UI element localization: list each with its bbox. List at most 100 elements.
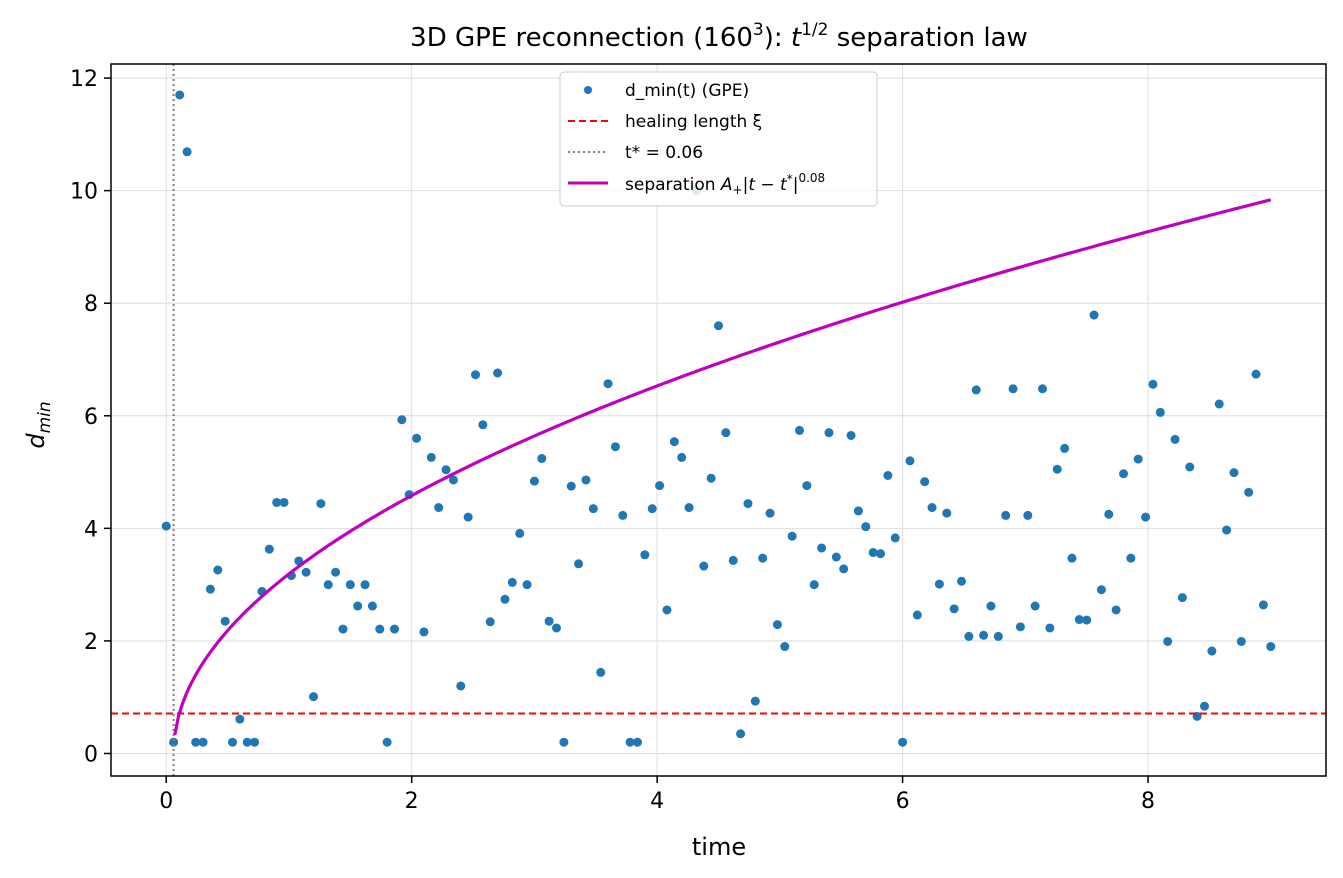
data-point bbox=[772, 620, 782, 630]
data-point bbox=[861, 522, 871, 532]
data-point bbox=[500, 594, 510, 604]
y-tick-label: 6 bbox=[84, 405, 98, 430]
data-point bbox=[205, 584, 215, 594]
data-point bbox=[316, 499, 326, 509]
data-point bbox=[817, 543, 827, 553]
data-point bbox=[213, 565, 223, 575]
data-point bbox=[1222, 525, 1232, 535]
data-point bbox=[890, 533, 900, 543]
data-point bbox=[912, 610, 922, 620]
data-point bbox=[1251, 369, 1261, 379]
x-tick-label: 0 bbox=[159, 789, 173, 814]
data-point bbox=[596, 667, 606, 677]
data-point bbox=[1089, 310, 1099, 320]
data-point bbox=[426, 452, 436, 462]
data-point bbox=[927, 503, 937, 513]
legend-tstar-label: t* = 0.06 bbox=[625, 143, 703, 163]
data-point bbox=[1015, 622, 1025, 632]
data-point bbox=[397, 415, 407, 425]
data-point bbox=[566, 481, 576, 491]
data-point bbox=[448, 475, 458, 485]
data-point bbox=[603, 379, 613, 389]
data-point bbox=[809, 580, 819, 590]
data-point bbox=[559, 737, 569, 747]
data-point bbox=[640, 550, 650, 560]
data-point bbox=[1038, 384, 1047, 394]
data-point bbox=[161, 521, 171, 531]
data-point bbox=[1214, 399, 1224, 409]
data-point bbox=[588, 504, 598, 514]
data-point bbox=[780, 642, 790, 652]
data-point bbox=[1060, 443, 1070, 453]
data-point bbox=[736, 729, 746, 739]
data-point bbox=[1148, 379, 1158, 389]
data-point bbox=[706, 473, 716, 483]
data-point bbox=[1008, 384, 1018, 394]
data-point bbox=[235, 714, 245, 724]
data-point bbox=[301, 567, 311, 577]
separation-fit-curve bbox=[173, 198, 1272, 736]
data-point bbox=[1258, 600, 1268, 610]
legend-points-label: d_min(t) (GPE) bbox=[625, 81, 749, 101]
data-point bbox=[375, 624, 385, 634]
data-point bbox=[367, 601, 377, 611]
data-point bbox=[390, 624, 399, 634]
y-tick-label: 8 bbox=[84, 292, 98, 317]
data-point bbox=[669, 437, 679, 447]
data-point bbox=[1067, 553, 1077, 563]
axes-frame bbox=[110, 63, 1327, 777]
data-point bbox=[272, 497, 282, 507]
data-point bbox=[1126, 553, 1136, 563]
data-point bbox=[478, 420, 488, 430]
data-point bbox=[677, 452, 687, 462]
data-point bbox=[228, 737, 237, 747]
data-point bbox=[618, 510, 628, 520]
data-point bbox=[1185, 462, 1195, 472]
ticks: 0 2 4 6 8 0 2 4 6 8 10 12 bbox=[70, 67, 1155, 814]
data-point bbox=[434, 503, 444, 513]
data-point bbox=[964, 631, 974, 641]
legend-box bbox=[559, 71, 878, 207]
data-point bbox=[507, 577, 517, 587]
data-point bbox=[220, 616, 230, 626]
data-point bbox=[242, 737, 252, 747]
data-point bbox=[883, 470, 893, 480]
data-point bbox=[971, 385, 981, 395]
data-point bbox=[949, 604, 959, 614]
data-point bbox=[1119, 469, 1128, 479]
data-point bbox=[198, 737, 208, 747]
legend: d_min(t) (GPE) healing length ξ t* = 0.0… bbox=[559, 71, 878, 207]
data-point bbox=[1236, 636, 1246, 646]
data-point bbox=[581, 475, 591, 485]
data-point bbox=[1133, 454, 1143, 464]
data-point bbox=[699, 561, 709, 571]
data-point bbox=[529, 476, 539, 486]
data-point bbox=[993, 631, 1003, 641]
data-point bbox=[360, 580, 370, 590]
data-point bbox=[382, 737, 392, 747]
data-point bbox=[279, 497, 289, 507]
data-point bbox=[898, 737, 908, 747]
data-point bbox=[1163, 636, 1173, 646]
data-point bbox=[1244, 487, 1254, 497]
data-point bbox=[1170, 434, 1180, 444]
data-point bbox=[250, 737, 260, 747]
data-point bbox=[1229, 468, 1239, 478]
data-point bbox=[309, 692, 318, 702]
data-point bbox=[787, 531, 797, 541]
data-point bbox=[876, 549, 885, 559]
data-point bbox=[1023, 510, 1033, 520]
data-point bbox=[758, 553, 768, 563]
data-point bbox=[647, 504, 657, 514]
data-point bbox=[714, 321, 723, 331]
data-point bbox=[456, 681, 466, 691]
data-point bbox=[463, 512, 473, 522]
data-point bbox=[191, 737, 201, 747]
y-tick-label: 4 bbox=[84, 517, 98, 542]
data-point bbox=[610, 442, 620, 452]
chart-title: 3D GPE reconnection (1603): t1/2 separat… bbox=[410, 20, 1028, 53]
data-point bbox=[795, 425, 804, 435]
data-point bbox=[441, 465, 451, 475]
data-point bbox=[1096, 585, 1106, 595]
